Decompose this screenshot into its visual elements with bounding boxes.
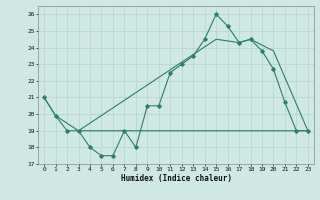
X-axis label: Humidex (Indice chaleur): Humidex (Indice chaleur) (121, 174, 231, 183)
